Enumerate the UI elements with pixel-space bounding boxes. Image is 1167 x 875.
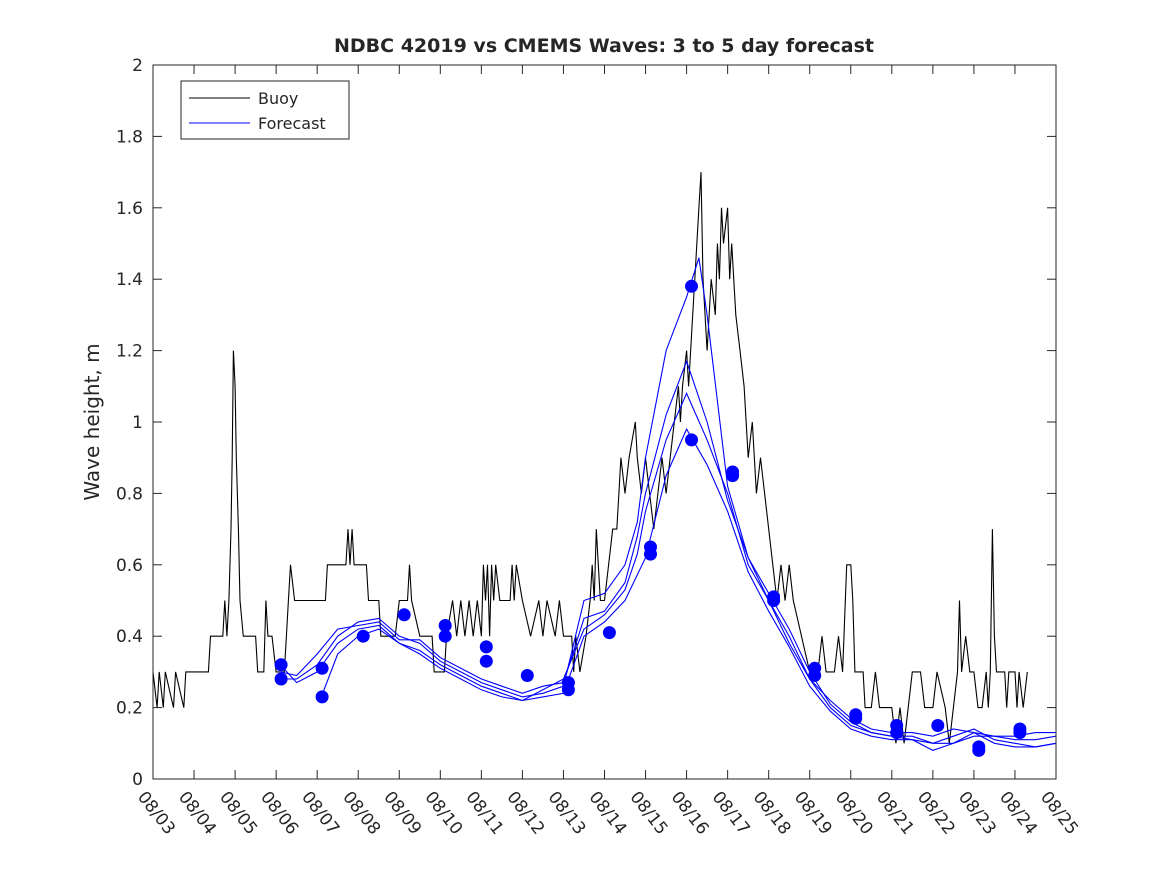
legend: Buoy Forecast (180, 80, 350, 140)
forecast-marker (520, 669, 534, 682)
legend-forecast-label: Forecast (258, 114, 326, 133)
forecast-marker (808, 669, 822, 682)
y-tick-label: 1.6 (116, 199, 143, 219)
y-tick-label: 0.6 (116, 556, 143, 576)
chart-title: NDBC 42019 vs CMEMS Waves: 3 to 5 day fo… (334, 35, 874, 57)
y-tick-label: 0.2 (116, 699, 143, 719)
y-tick-label: 1.4 (116, 270, 143, 290)
forecast-marker (890, 726, 904, 740)
forecast-marker (438, 629, 452, 643)
buoy-line (152, 172, 1028, 744)
forecast-marker (1013, 726, 1027, 740)
forecast-marker (479, 640, 493, 654)
y-tick-label: 1.8 (116, 127, 143, 147)
forecast-marker (315, 690, 329, 704)
y-tick-label: 2 (132, 56, 143, 76)
y-tick-label: 1.2 (116, 342, 143, 362)
forecast-marker (972, 743, 986, 757)
forecast-marker (561, 683, 575, 697)
y-tick-label: 0 (132, 770, 143, 790)
forecast-line-3 (279, 392, 1056, 737)
forecast-marker (849, 711, 863, 725)
forecast-marker (274, 672, 288, 686)
y-axis-label: Wave height, m (80, 343, 104, 500)
legend-box (180, 80, 350, 140)
y-tick-label: 1 (132, 413, 143, 433)
forecast-marker (767, 594, 781, 607)
forecast-marker (931, 719, 945, 732)
forecast-marker (644, 547, 657, 561)
forecast-series (274, 257, 1057, 757)
forecast-marker (479, 654, 493, 668)
forecast-marker (274, 658, 288, 672)
y-tick-label: 0.8 (116, 484, 143, 504)
legend-buoy-label: Buoy (258, 89, 298, 108)
forecast-marker (685, 433, 698, 447)
forecast-marker (397, 608, 411, 622)
forecast-line-4 (320, 427, 1057, 751)
forecast-marker (356, 629, 370, 643)
forecast-marker (726, 469, 740, 483)
buoy-series (152, 172, 1028, 744)
plot-area (153, 65, 1056, 779)
forecast-marker (315, 661, 329, 675)
forecast-line-2 (280, 257, 1057, 748)
y-tick-label: 0.4 (116, 627, 143, 647)
forecast-marker (602, 626, 616, 640)
forecast-marker (685, 279, 698, 293)
plot-background (153, 65, 1056, 779)
forecast-marker (438, 619, 452, 632)
